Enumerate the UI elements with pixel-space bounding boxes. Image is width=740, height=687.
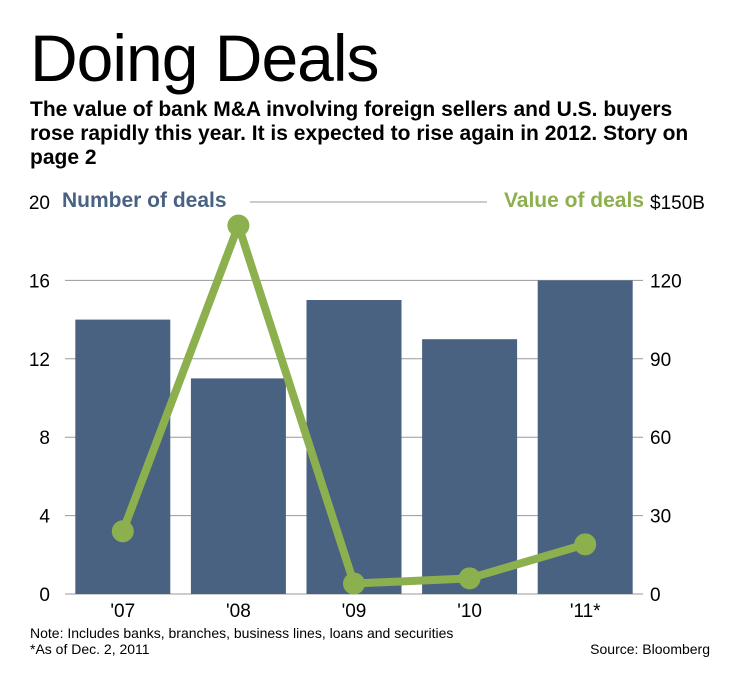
left-tick-label: 0: [39, 585, 50, 606]
left-tick-label: 20: [29, 193, 50, 214]
category-label: '08: [226, 601, 251, 622]
bar-2: [306, 300, 402, 594]
value-point-4: [574, 533, 597, 556]
chart-subtitle: The value of bank M&A involving foreign …: [30, 98, 689, 169]
right-tick-label: 0: [650, 585, 661, 606]
value-point-1: [227, 214, 250, 237]
note-includes: Note: Includes banks, branches, business…: [30, 625, 454, 641]
bar-3: [422, 339, 518, 594]
right-tick-label: 30: [650, 507, 671, 528]
bar-0: [75, 319, 171, 594]
value-point-0: [111, 520, 134, 543]
bar-1: [190, 378, 286, 594]
note-as-of-date: *As of Dec. 2, 2011: [30, 641, 150, 657]
right-tick-label: 60: [650, 428, 671, 449]
value-point-2: [343, 572, 365, 595]
value-point-3: [458, 567, 481, 590]
category-label: '10: [457, 601, 482, 622]
right-tick-label: 120: [650, 271, 682, 292]
axis-labels: 0 4 8 12 16 20 0 30 60 90 120 $150B '07 '08 '09 '10 '11*: [29, 193, 705, 622]
legend-value-of-deals: Value of deals: [504, 189, 644, 212]
line-value-of-deals: [111, 214, 597, 595]
left-tick-label: 8: [39, 428, 50, 449]
left-tick-label: 16: [29, 271, 50, 292]
right-tick-label: 90: [650, 350, 671, 371]
right-tick-label: $150B: [650, 193, 705, 214]
left-tick-label: 4: [39, 507, 50, 528]
category-label: '11*: [570, 601, 601, 622]
legend-number-of-deals: Number of deals: [62, 189, 227, 212]
category-label: '07: [110, 601, 135, 622]
left-tick-label: 12: [29, 350, 50, 371]
chart-title: Doing Deals: [30, 21, 380, 95]
source-credit: Source: Bloomberg: [590, 641, 710, 657]
category-label: '09: [342, 601, 367, 622]
